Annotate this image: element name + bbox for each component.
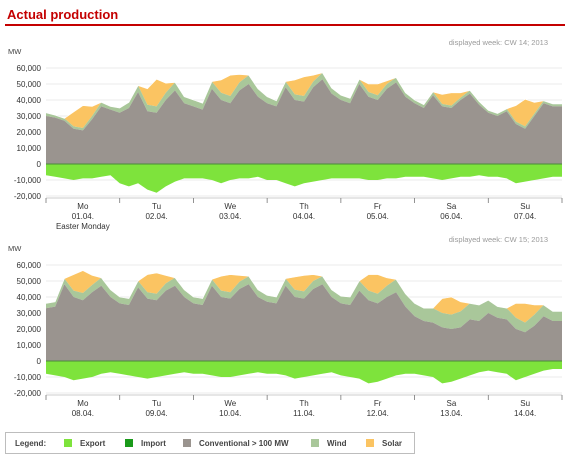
- series-solar-area: [46, 72, 562, 128]
- y-tick-label: 10,000: [17, 341, 42, 350]
- x-tick-date: 09.04.: [145, 409, 167, 418]
- x-tick-date: 07.04.: [514, 212, 536, 221]
- production-chart-cw15: displayed week: CW 15; 2013 MW 60,000 50,00…: [8, 235, 563, 418]
- series-export-area: [46, 361, 562, 384]
- x-tick-date: 03.04.: [219, 212, 241, 221]
- legend-swatch-solar: [366, 439, 374, 447]
- series-solar-area: [46, 270, 562, 323]
- x-tick-day-th: Th: [299, 202, 308, 211]
- x-tick-date: 02.04.: [145, 212, 167, 221]
- x-tick-day-th: Th: [299, 399, 308, 408]
- x-tick-day-tu: Tu: [152, 399, 161, 408]
- x-tick-day-tu: Tu: [152, 202, 161, 211]
- legend-item-import: Import: [125, 439, 166, 448]
- y-tick-label: 30,000: [17, 309, 42, 318]
- legend-swatch-wind: [311, 439, 319, 447]
- x-tick-date: 04.04.: [293, 212, 315, 221]
- production-chart-cw14: displayed week: CW 14; 2013 MW 60,000 50,00…: [8, 38, 563, 231]
- y-tick-label: 40,000: [17, 293, 42, 302]
- legend-item-wind: Wind: [311, 439, 346, 448]
- y-tick-label: 60,000: [17, 64, 42, 73]
- legend-title: Legend:: [15, 439, 47, 448]
- y-tick-label: -10,000: [14, 373, 42, 382]
- x-tick-note: Easter Monday: [56, 222, 110, 231]
- series-conventional-area: [46, 284, 562, 361]
- legend-swatch-export: [64, 439, 72, 447]
- legend-label-export: Export: [80, 439, 106, 448]
- x-tick-date: 10.04.: [219, 409, 241, 418]
- x-tick-date: 13.04.: [440, 409, 462, 418]
- x-tick-day-fr: Fr: [374, 202, 382, 211]
- x-tick-date: 12.04.: [367, 409, 389, 418]
- legend-label-wind: Wind: [327, 439, 347, 448]
- page-title: Actual production: [7, 7, 119, 22]
- y-tick-label: 0: [37, 160, 42, 169]
- y-tick-label: 20,000: [17, 325, 42, 334]
- x-tick-day-we: We: [224, 202, 236, 211]
- legend-item-export: Export: [64, 439, 105, 448]
- x-tick-day-su: Su: [520, 399, 530, 408]
- legend-label-conventional: Conventional > 100 MW: [199, 439, 289, 448]
- y-tick-label: -20,000: [14, 389, 42, 398]
- series-wind-area: [46, 276, 562, 333]
- legend-item-conventional: Conventional > 100 MW: [183, 439, 289, 448]
- y-tick-label: 0: [37, 357, 42, 366]
- y-tick-label: 50,000: [17, 277, 42, 286]
- x-tick-date: 01.04.: [72, 212, 94, 221]
- y-tick-label: 10,000: [17, 144, 42, 153]
- chart-subtitle: displayed week: CW 15; 2013: [449, 235, 548, 244]
- x-tick-day-sa: Sa: [447, 399, 457, 408]
- chart-subtitle: displayed week: CW 14; 2013: [449, 38, 548, 47]
- x-tick-date: 06.04.: [440, 212, 462, 221]
- x-tick-day-mo: Mo: [77, 399, 89, 408]
- y-tick-label: -10,000: [14, 176, 42, 185]
- series-export-area: [46, 164, 562, 193]
- y-axis-unit: MW: [8, 244, 22, 253]
- legend-swatch-import: [125, 439, 133, 447]
- x-tick-day-we: We: [224, 399, 236, 408]
- legend-item-solar: Solar: [366, 439, 402, 448]
- x-tick-day-fr: Fr: [374, 399, 382, 408]
- y-tick-label: 40,000: [17, 96, 42, 105]
- y-tick-label: 30,000: [17, 112, 42, 121]
- y-tick-label: 50,000: [17, 80, 42, 89]
- x-tick-date: 14.04.: [514, 409, 536, 418]
- y-axis-unit: MW: [8, 47, 22, 56]
- x-tick-day-su: Su: [520, 202, 530, 211]
- series-conventional-area: [46, 79, 562, 164]
- legend: Legend: Export Import Conventional > 100…: [5, 432, 415, 454]
- x-tick-date: 11.04.: [293, 409, 315, 418]
- x-tick-day-mo: Mo: [77, 202, 89, 211]
- x-tick-date: 05.04.: [367, 212, 389, 221]
- legend-label-solar: Solar: [382, 439, 403, 448]
- y-tick-label: 60,000: [17, 261, 42, 270]
- total-outline: [45, 270, 562, 312]
- title-divider: [5, 24, 565, 26]
- x-tick-date: 08.04.: [72, 409, 94, 418]
- x-tick-day-sa: Sa: [447, 202, 457, 211]
- total-outline: [45, 72, 562, 119]
- y-tick-label: -20,000: [14, 192, 42, 201]
- legend-label-import: Import: [141, 439, 166, 448]
- y-tick-label: 20,000: [17, 128, 42, 137]
- legend-swatch-conventional: [183, 439, 191, 447]
